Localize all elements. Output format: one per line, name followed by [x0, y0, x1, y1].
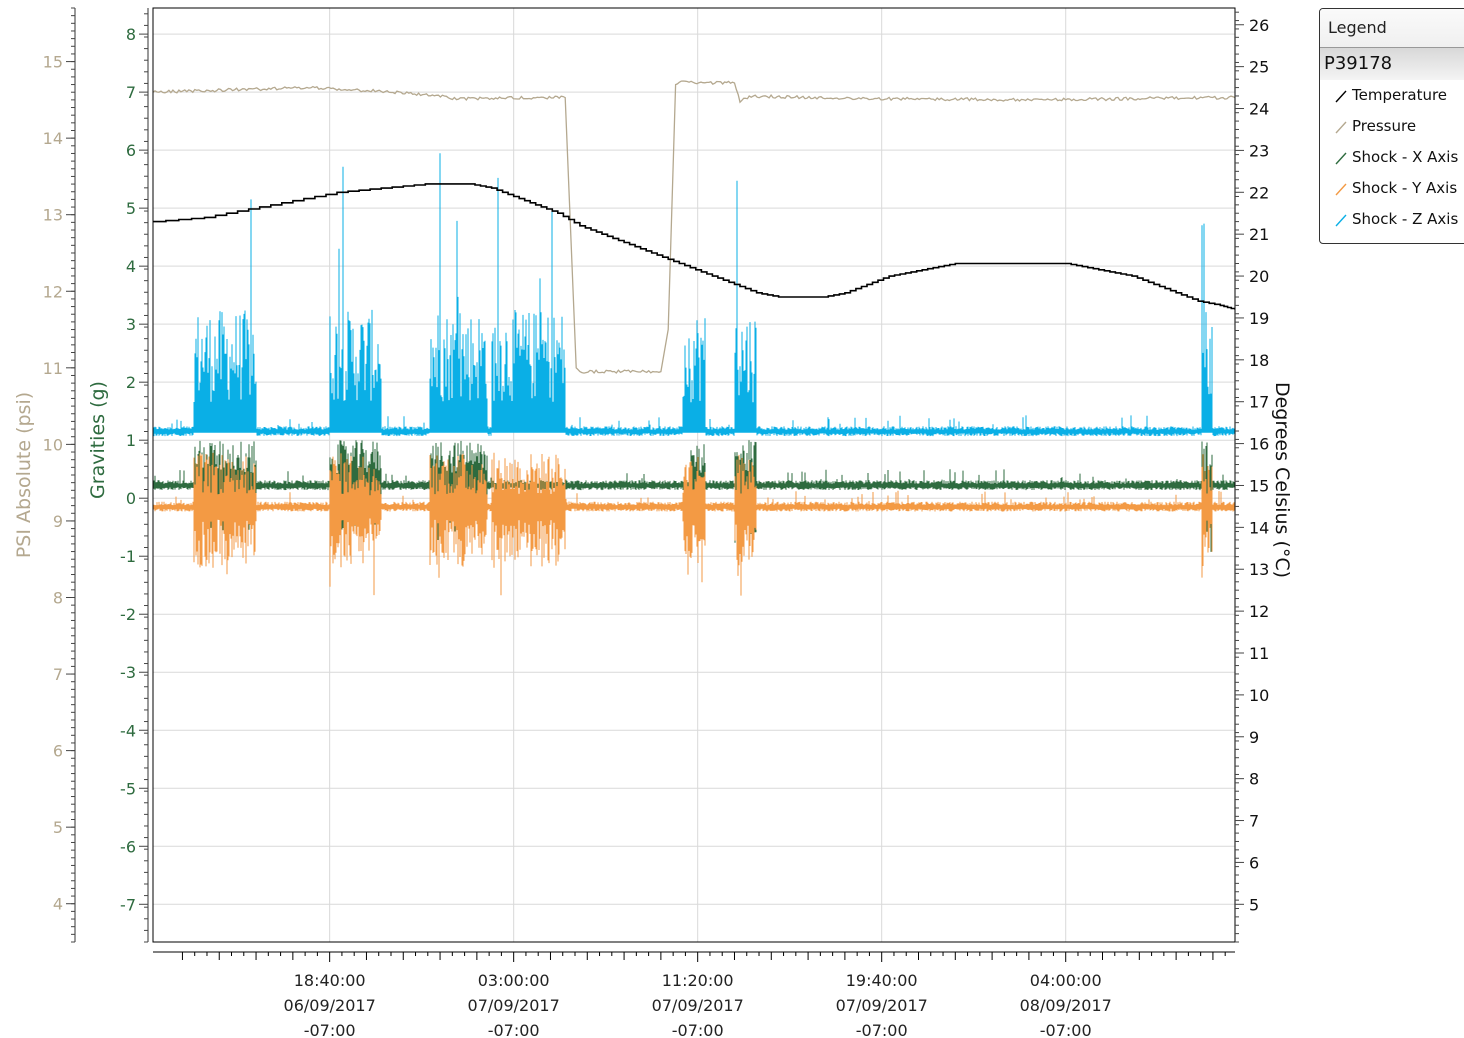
- x-tick-label: -07:00: [1040, 1021, 1092, 1038]
- celsius-tick-label: 5: [1249, 895, 1259, 914]
- gravities-tick-label: 2: [126, 373, 136, 392]
- gravities-tick-label: 4: [126, 257, 136, 276]
- x-tick-label: 03:00:00: [478, 971, 550, 990]
- psi-tick-label: 5: [53, 818, 63, 837]
- temperature-swatch-icon: [1335, 90, 1347, 102]
- psi-tick-label: 9: [53, 512, 63, 531]
- psi-axis-title: PSI Absolute (psi): [13, 392, 35, 558]
- psi-tick-label: 8: [53, 588, 63, 607]
- x-tick-label: 07/09/2017: [652, 996, 744, 1015]
- gravities-tick-label: -4: [120, 721, 136, 740]
- x-tick-label: -07:00: [856, 1021, 908, 1038]
- legend-label-shock-y: Shock - Y Axis: [1352, 179, 1458, 197]
- celsius-tick-label: 12: [1249, 602, 1269, 621]
- psi-tick-label: 4: [53, 895, 63, 914]
- psi-tick-label: 12: [43, 282, 63, 301]
- legend-item-pressure[interactable]: Pressure: [1320, 111, 1464, 142]
- gravities-tick-label: 7: [126, 83, 136, 102]
- legend-title: Legend: [1320, 9, 1464, 48]
- psi-tick-label: 7: [53, 665, 63, 684]
- x-tick-label: -07:00: [672, 1021, 724, 1038]
- celsius-tick-label: 14: [1249, 518, 1269, 537]
- gravities-tick-label: 1: [126, 431, 136, 450]
- x-tick-label: 04:00:00: [1030, 971, 1102, 990]
- series-layer: [153, 80, 1235, 596]
- x-tick-label: -07:00: [304, 1021, 356, 1038]
- celsius-tick-label: 22: [1249, 183, 1269, 202]
- celsius-tick-label: 25: [1249, 58, 1269, 77]
- gravities-tick-label: -1: [120, 547, 136, 566]
- legend-item-shock-y[interactable]: Shock - Y Axis: [1320, 173, 1464, 204]
- x-tick-label: 19:40:00: [846, 971, 918, 990]
- celsius-tick-label: 18: [1249, 351, 1269, 370]
- celsius-tick-label: 21: [1249, 225, 1269, 244]
- x-tick-label: 07/09/2017: [468, 996, 560, 1015]
- shock-y-swatch-icon: [1335, 183, 1347, 195]
- x-tick-label: 11:20:00: [662, 971, 734, 990]
- celsius-tick-label: 15: [1249, 476, 1269, 495]
- x-tick-label: 08/09/2017: [1020, 996, 1112, 1015]
- legend-item-shock-x[interactable]: Shock - X Axis: [1320, 142, 1464, 173]
- psi-tick-label: 6: [53, 742, 63, 761]
- legend-item-shock-z[interactable]: Shock - Z Axis: [1320, 204, 1464, 235]
- psi-tick-label: 13: [43, 206, 63, 225]
- shock-x-swatch-icon: [1335, 152, 1347, 164]
- shock-z-series: [153, 153, 1235, 437]
- x-tick-label: 06/09/2017: [284, 996, 376, 1015]
- psi-tick-label: 11: [43, 359, 63, 378]
- legend-item-temperature[interactable]: Temperature: [1320, 80, 1464, 111]
- gravities-tick-label: -3: [120, 663, 136, 682]
- gravities-tick-label: 6: [126, 141, 136, 160]
- celsius-tick-label: 16: [1249, 435, 1269, 454]
- x-tick-label: -07:00: [488, 1021, 540, 1038]
- axes: 18:40:00 06/09/2017 -07:00 03:00:00 07/09/20…: [43, 7, 1269, 1038]
- legend-label-temperature: Temperature: [1352, 86, 1448, 104]
- gravities-tick-label: 3: [126, 315, 136, 334]
- celsius-tick-label: 24: [1249, 100, 1269, 119]
- legend-group[interactable]: P39178: [1320, 48, 1464, 80]
- celsius-tick-label: 23: [1249, 141, 1269, 160]
- legend-label-shock-z: Shock - Z Axis: [1352, 210, 1459, 228]
- celsius-tick-label: 6: [1249, 853, 1259, 872]
- pressure-swatch-icon: [1335, 121, 1347, 133]
- gravities-tick-label: -2: [120, 605, 136, 624]
- gravities-tick-label: -6: [120, 837, 136, 856]
- celsius-tick-label: 7: [1249, 812, 1259, 831]
- x-tick-label: 07/09/2017: [836, 996, 928, 1015]
- psi-tick-label: 10: [43, 435, 63, 454]
- temperature-series: [153, 183, 1235, 310]
- celsius-tick-label: 20: [1249, 267, 1269, 286]
- gravities-tick-label: -5: [120, 779, 136, 798]
- celsius-axis-title: Degrees Celsius (°C): [1271, 382, 1293, 578]
- legend-label-pressure: Pressure: [1352, 117, 1417, 135]
- pressure-series: [153, 80, 1235, 375]
- gravities-tick-label: 0: [126, 489, 136, 508]
- celsius-tick-label: 13: [1249, 560, 1269, 579]
- celsius-tick-label: 19: [1249, 309, 1269, 328]
- celsius-tick-label: 11: [1249, 644, 1269, 663]
- celsius-tick-label: 10: [1249, 686, 1269, 705]
- legend: Legend P39178 Temperature Pressure Shock…: [1319, 8, 1464, 244]
- celsius-tick-label: 9: [1249, 728, 1259, 747]
- legend-label-shock-x: Shock - X Axis: [1352, 148, 1459, 166]
- gravities-tick-label: 8: [126, 25, 136, 44]
- psi-tick-label: 14: [43, 129, 63, 148]
- gravities-tick-label: 5: [126, 199, 136, 218]
- psi-tick-label: 15: [43, 53, 63, 72]
- shock-y-series: [153, 452, 1235, 596]
- celsius-tick-label: 17: [1249, 393, 1269, 412]
- shock-z-swatch-icon: [1335, 214, 1347, 226]
- celsius-tick-label: 26: [1249, 16, 1269, 35]
- x-tick-label: 18:40:00: [294, 971, 366, 990]
- celsius-tick-label: 8: [1249, 770, 1259, 789]
- gravities-tick-label: -7: [120, 895, 136, 914]
- gravities-axis-title: Gravities (g): [87, 381, 109, 499]
